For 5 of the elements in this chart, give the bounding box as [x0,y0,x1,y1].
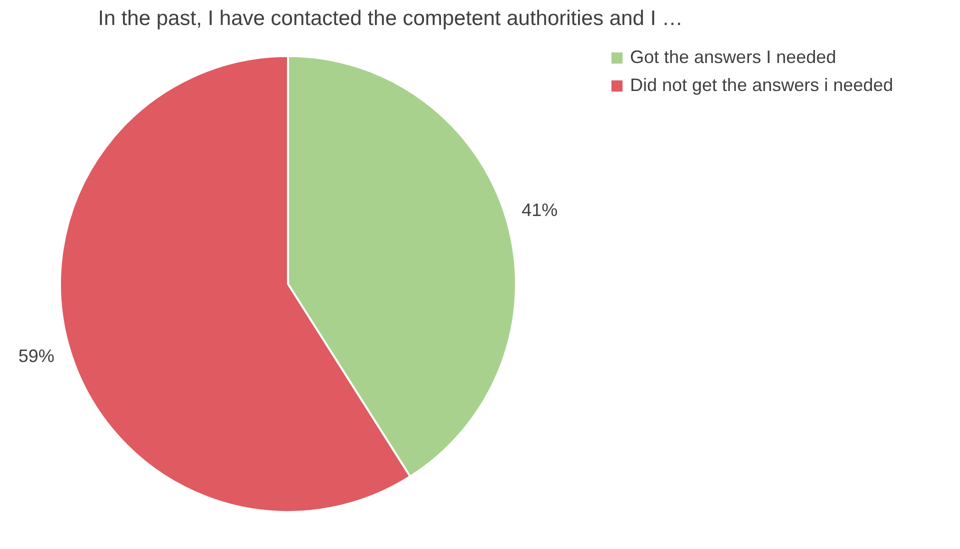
data-label: 59% [18,346,54,366]
legend-label: Did not get the answers i needed [630,75,894,95]
data-label: 41% [522,200,558,220]
legend-label: Got the answers I needed [630,47,836,67]
chart-title: In the past, I have contacted the competent authorities and I … [98,7,683,30]
